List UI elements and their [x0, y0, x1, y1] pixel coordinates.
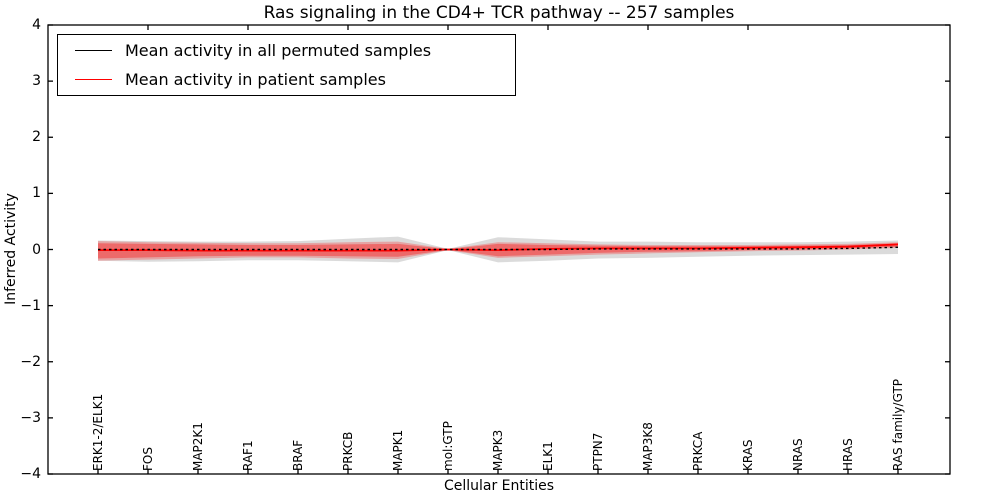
- y-tick-label: −1: [20, 297, 41, 314]
- patient-mean-line: [98, 243, 899, 252]
- y-axis-label: Inferred Activity: [3, 193, 19, 305]
- y-tick-label: −4: [20, 466, 41, 482]
- permuted-mean-line: [98, 246, 899, 251]
- x-category-label: MAP2K1: [191, 422, 205, 471]
- x-category-label: RAS family/GTP: [891, 378, 905, 471]
- x-category-label: MAP3K8: [641, 422, 655, 471]
- x-category-label: ERK1-2/ELK1: [91, 393, 105, 471]
- x-category-label: ELK1: [541, 441, 555, 471]
- x-category-label: MAPK3: [491, 429, 505, 471]
- y-tick-label: 2: [32, 129, 41, 146]
- legend-item: Mean activity in patient samples: [58, 66, 515, 93]
- permuted-line-sample-icon: [75, 50, 112, 51]
- x-category-label: FOS: [141, 447, 155, 471]
- y-tick-label: 3: [32, 73, 41, 90]
- x-category-label: RAF1: [241, 440, 255, 471]
- legend: Mean activity in all permuted samples Me…: [57, 34, 516, 96]
- legend-item-label: Mean activity in patient samples: [125, 69, 386, 89]
- y-tick-label: 0: [32, 241, 41, 258]
- x-category-label: MAPK1: [391, 429, 405, 471]
- x-category-label: HRAS: [841, 438, 855, 471]
- patient-line-sample-icon: [75, 79, 112, 80]
- chart-title: Ras signaling in the CD4+ TCR pathway --…: [263, 3, 735, 23]
- x-category-label: KRAS: [741, 439, 755, 471]
- x-category-label: PRKCA: [691, 431, 705, 471]
- x-category-label: mol:GTP: [441, 421, 455, 471]
- x-category-label: PRKCB: [341, 431, 355, 471]
- x-category-label: PTPN7: [591, 432, 605, 471]
- x-axis-label: Cellular Entities: [443, 478, 555, 494]
- y-tick-label: 1: [32, 185, 41, 202]
- y-tick-label: −2: [20, 353, 41, 370]
- x-category-label: NRAS: [791, 438, 805, 471]
- y-tick-label: −3: [20, 409, 41, 426]
- legend-item: Mean activity in all permuted samples: [58, 37, 515, 64]
- x-category-label: BRAF: [291, 439, 305, 471]
- y-tick-label: 4: [32, 17, 41, 33]
- legend-item-label: Mean activity in all permuted samples: [125, 40, 432, 60]
